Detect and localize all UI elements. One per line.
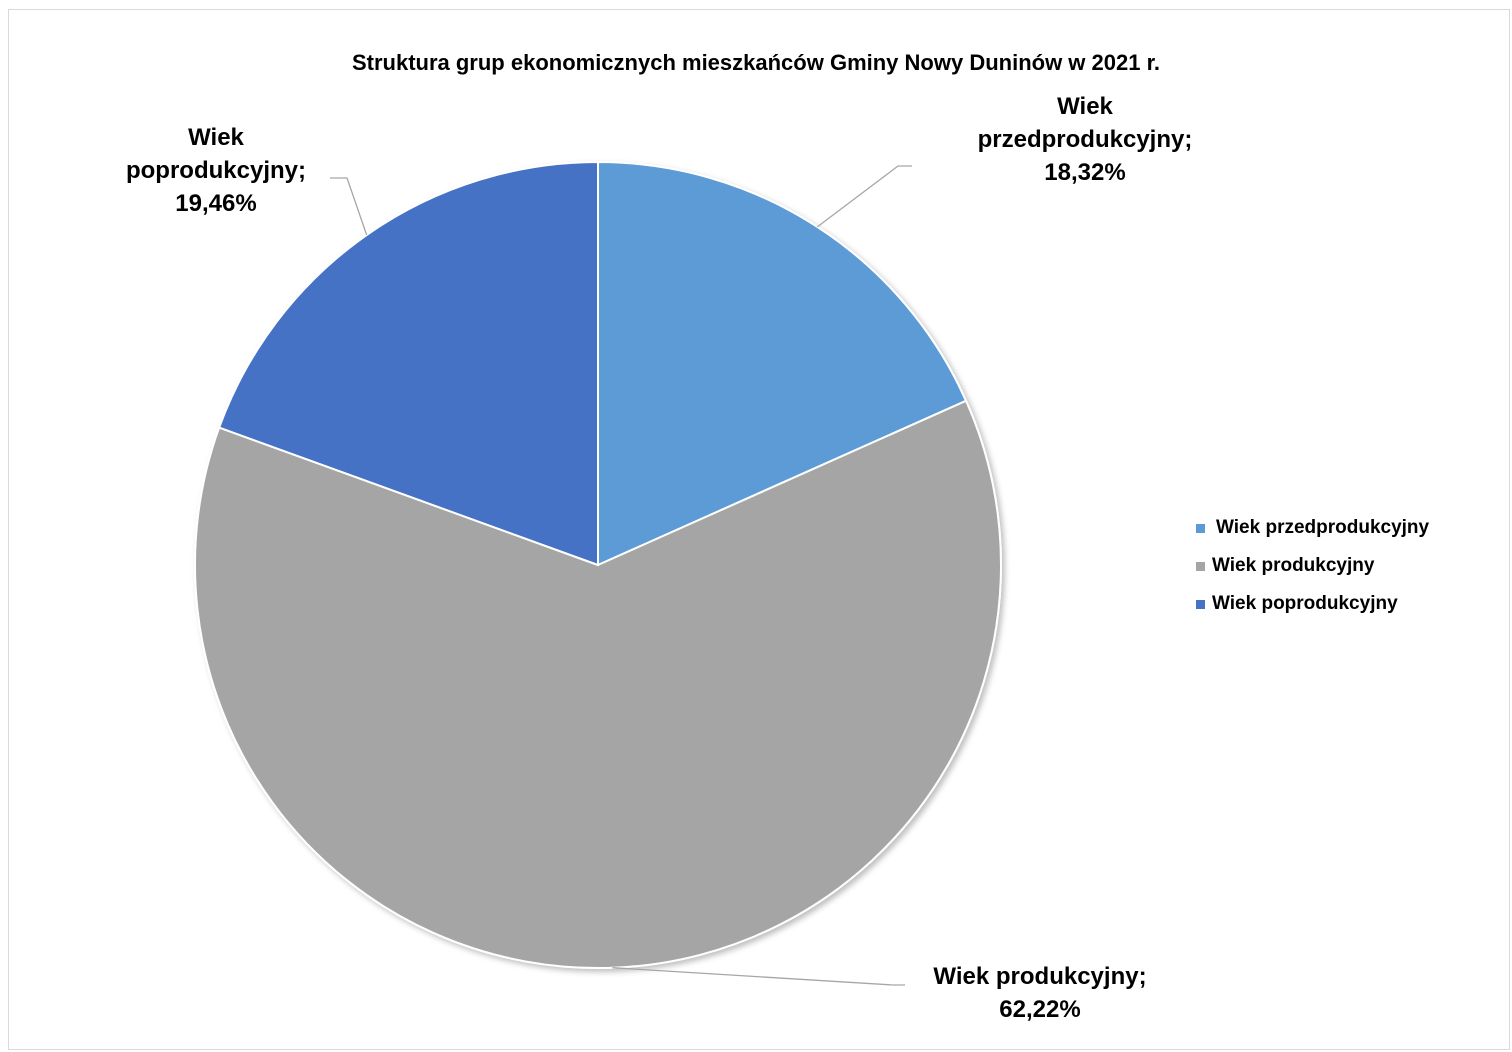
legend-item-wiek-przedprodukcyjny: Wiek przedprodukcyjny (1196, 509, 1429, 547)
chart-frame (8, 9, 1510, 1050)
leader-line (612, 967, 905, 986)
chart-legend: Wiek przedprodukcyjny Wiek produkcyjny W… (1196, 509, 1429, 623)
leader-line (816, 165, 912, 228)
leader-line (330, 177, 368, 236)
legend-swatch (1196, 523, 1205, 533)
data-label-wiek-produkcyjny: Wiek produkcyjny; 62,22% (933, 963, 1147, 1023)
legend-item-wiek-produkcyjny: Wiek produkcyjny (1196, 547, 1429, 585)
legend-item-wiek-poprodukcyjny: Wiek poprodukcyjny (1196, 585, 1429, 623)
legend-swatch (1196, 561, 1205, 571)
data-label-wiek-poprodukcyjny: Wiek poprodukcyjny; 19,46% (125, 124, 306, 217)
data-label-wiek-przedprodukcyjny: Wiek przedprodukcyjny; 18,32% (977, 93, 1193, 186)
legend-label: Wiek produkcyjny (1212, 555, 1375, 576)
legend-label: Wiek przedprodukcyjny (1216, 517, 1430, 538)
legend-swatch (1196, 599, 1205, 609)
chart-title: Struktura grup ekonomicznych mieszkańców… (351, 50, 1161, 75)
legend-label: Wiek poprodukcyjny (1212, 593, 1398, 614)
